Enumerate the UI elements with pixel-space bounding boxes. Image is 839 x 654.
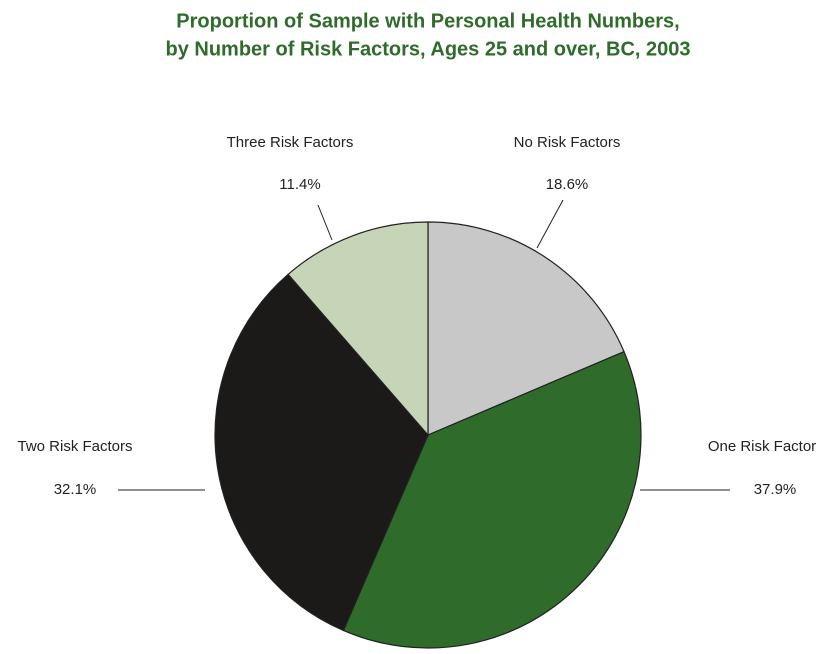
leader-line (536, 199, 564, 249)
chart-title: by Number of Risk Factors, Ages 25 and o… (166, 38, 691, 60)
slice-label: Three Risk Factors (227, 134, 354, 151)
slice-value-label: 11.4% (279, 176, 320, 193)
pie-slice (342, 350, 642, 649)
leader-line (317, 204, 333, 241)
chart-title: Proportion of Sample with Personal Healt… (176, 10, 679, 32)
slice-value-label: 18.6% (546, 176, 589, 193)
slice-label: No Risk Factors (514, 134, 621, 151)
pie-slice (287, 221, 429, 437)
slice-label: Two Risk Factors (17, 438, 132, 455)
pie-slice (214, 273, 429, 632)
slice-label: One Risk Factor (708, 438, 816, 455)
pie-slice (427, 221, 625, 436)
slice-value-label: 32.1% (54, 481, 97, 498)
slice-value-label: 37.9% (754, 481, 797, 498)
